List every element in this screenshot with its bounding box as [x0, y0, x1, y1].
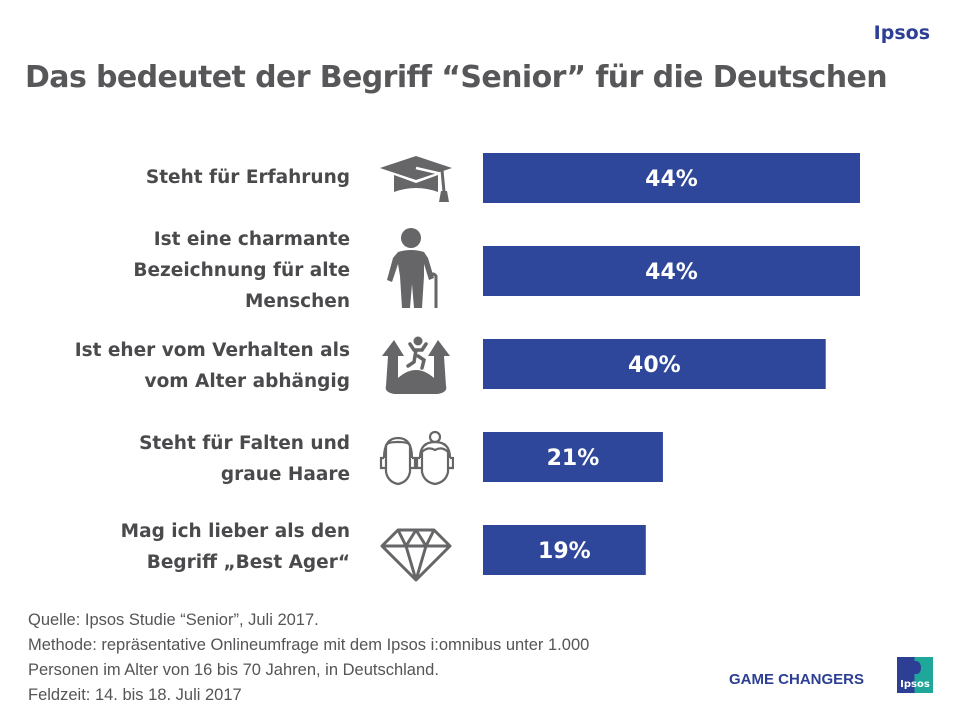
bar-value-label-3: 21% [547, 446, 600, 471]
category-label-line: graue Haare [220, 464, 350, 485]
footnote-source: Quelle: Ipsos Studie “Senior”, Juli 2017… [28, 611, 319, 629]
ipsos-brand-text: Ipsos [873, 22, 930, 44]
diamond-icon [378, 522, 454, 584]
bar-4 [483, 525, 646, 575]
bar-value-label-2: 40% [628, 353, 681, 378]
ipsos-logo: Ipsos [897, 657, 933, 693]
category-label-1: Ist eine charmante Bezeichnung für alte … [10, 224, 350, 317]
footnote-fieldwork: Feldzeit: 14. bis 18. Juli 2017 [28, 686, 242, 704]
category-label-line: Steht für Falten und [139, 433, 350, 454]
category-label-3: Steht für Falten und graue Haare [10, 428, 350, 490]
elderly-couple-heads-icon [378, 428, 455, 490]
bar-2 [483, 339, 826, 389]
category-label-line: Menschen [245, 291, 350, 312]
category-label-2: Ist eher vom Verhalten als vom Alter abh… [10, 335, 350, 397]
logo-head-icon [909, 661, 923, 674]
footnote-method: Methode: repräsentative Onlineumfrage mi… [28, 636, 590, 654]
category-label-line: vom Alter abhängig [144, 371, 350, 392]
bar-1 [483, 246, 860, 296]
category-label-line: Steht für Erfahrung [145, 167, 350, 188]
category-label-line: Bezeichnung für alte [133, 260, 350, 281]
category-label-line: Begriff „Best Ager“ [146, 552, 350, 573]
game-changers-tagline: GAME CHANGERS [729, 671, 865, 688]
elderly-person-with-cane-icon [378, 226, 454, 310]
category-label-line: Mag ich lieber als den [120, 521, 350, 542]
footnote-method-cont: Personen im Alter von 16 bis 70 Jahren, … [28, 661, 439, 679]
category-label-line: Ist eher vom Verhalten als [74, 340, 350, 361]
category-label-0: Steht für Erfahrung [10, 162, 350, 193]
bar-value-label-4: 19% [538, 539, 591, 564]
bar-value-label-1: 44% [645, 260, 698, 285]
jumping-person-on-hands-icon [378, 334, 454, 396]
category-label-4: Mag ich lieber als den Begriff „Best Age… [10, 516, 350, 578]
category-label-line: Ist eine charmante [153, 229, 350, 250]
bar-0 [483, 153, 860, 203]
logo-text: Ipsos [900, 679, 930, 690]
chart-title: Das bedeutet der Begriff “Senior” für di… [25, 60, 888, 95]
graduation-cap-icon [378, 148, 454, 210]
footnote: Quelle: Ipsos Studie “Senior”, Juli 2017… [28, 608, 589, 708]
bar-value-label-0: 44% [645, 167, 698, 192]
bar-3 [483, 432, 663, 482]
